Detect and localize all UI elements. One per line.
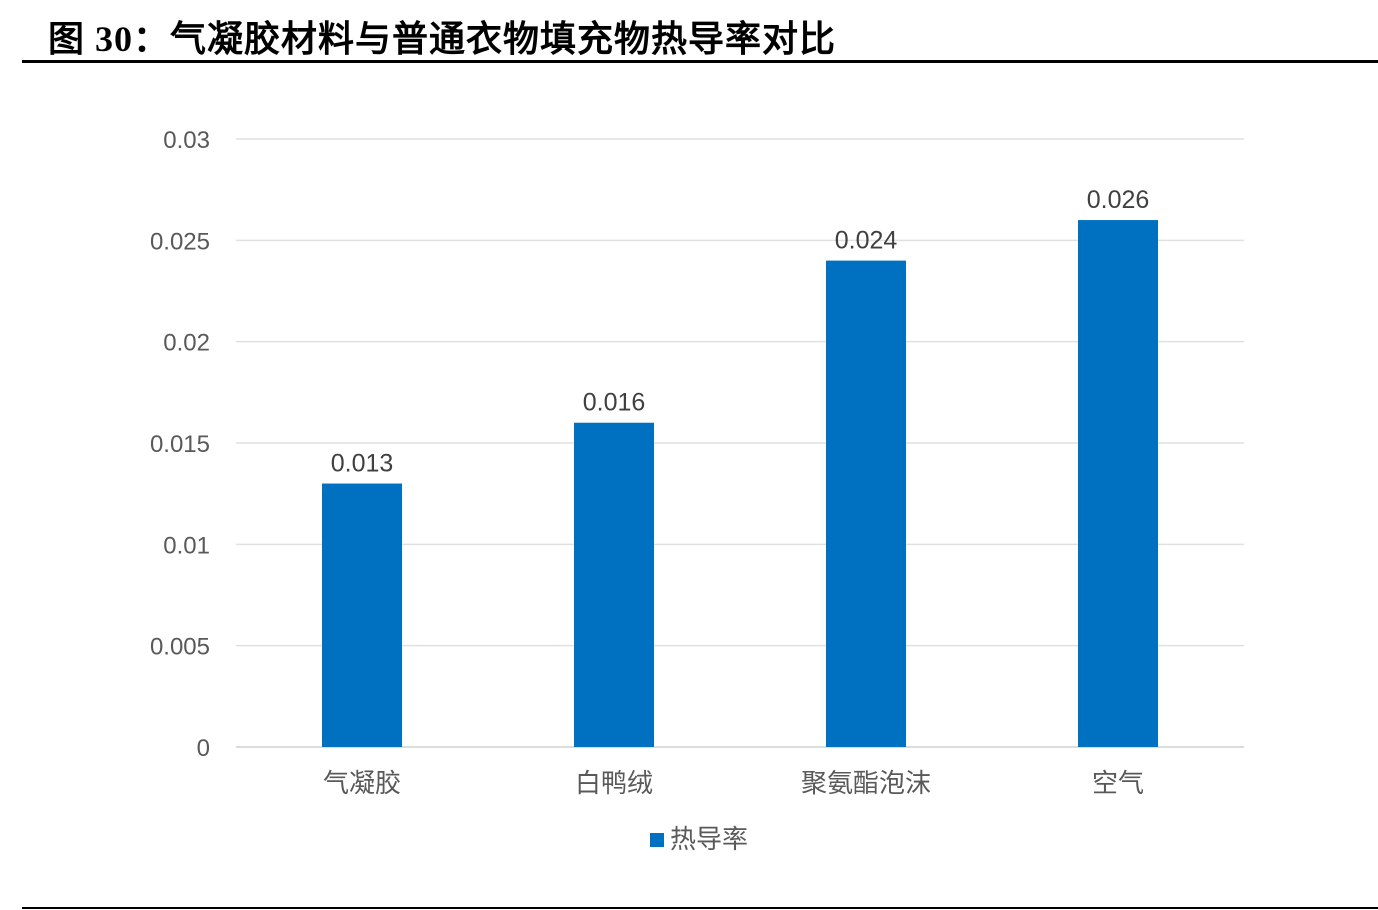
bar: [322, 483, 402, 747]
bar: [1078, 220, 1158, 748]
y-tick-label: 0.03: [163, 127, 210, 154]
x-tick-label: 聚氨酯泡沫: [801, 768, 931, 798]
title-rule: [22, 60, 1378, 63]
legend-swatch: [650, 833, 664, 847]
data-label: 0.026: [1087, 186, 1150, 214]
data-label: 0.016: [583, 389, 646, 417]
data-label: 0.024: [835, 227, 898, 255]
data-label: 0.013: [331, 450, 394, 478]
y-tick-label: 0.015: [150, 431, 210, 458]
y-tick-label: 0.01: [163, 532, 210, 559]
bar: [574, 422, 654, 747]
y-tick-label: 0.02: [163, 330, 210, 357]
y-tick-label: 0.025: [150, 228, 210, 255]
bottom-rule: [22, 907, 1378, 909]
legend-label: 热导率: [670, 824, 748, 854]
x-tick-label: 气凝胶: [323, 768, 401, 798]
y-tick-label: 0: [197, 735, 210, 762]
x-tick-label: 白鸭绒: [575, 768, 653, 798]
x-tick-label: 空气: [1092, 768, 1144, 798]
figure-title: 图 30：气凝胶材料与普通衣物填充物热导率对比: [48, 19, 837, 59]
bar: [826, 260, 906, 747]
y-tick-label: 0.005: [150, 634, 210, 661]
